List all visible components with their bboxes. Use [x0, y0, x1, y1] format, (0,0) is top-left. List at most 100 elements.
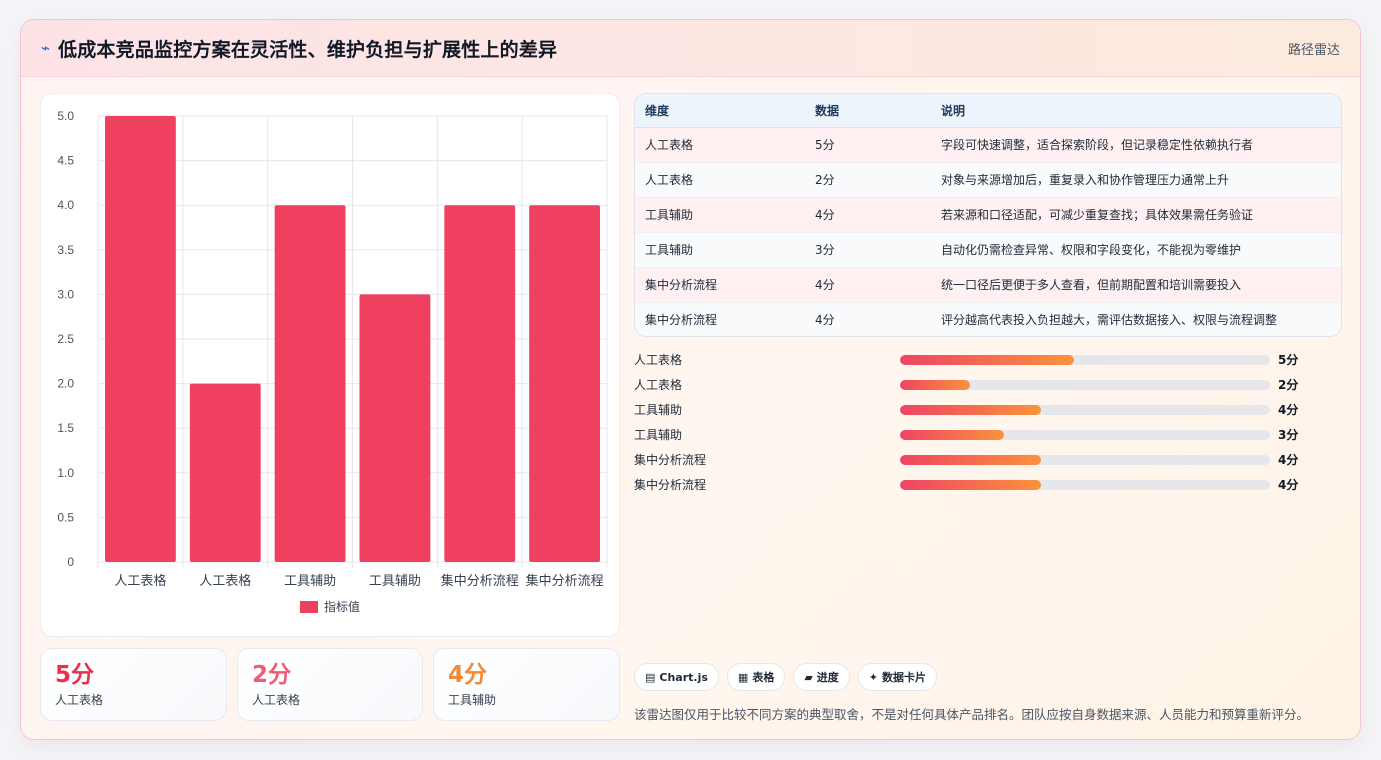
y-tick-label: 2.5 — [57, 332, 74, 346]
progress-fill — [900, 454, 1041, 465]
progress-value: 4分 — [1278, 453, 1299, 467]
progress-fill — [900, 379, 971, 390]
y-tick-label: 4.0 — [57, 198, 74, 212]
progress-value: 4分 — [1278, 478, 1299, 492]
chip-label: 表格 — [752, 671, 775, 684]
x-tick-label: 人工表格 — [114, 573, 166, 588]
bar — [444, 205, 516, 562]
table-row: 人工表格 2分 对象与来源增加后，重复录入和协作管理压力通常上升 — [635, 162, 1341, 198]
tech-chips: ▤ Chart.js ▦ 表格 ▰ 进度 ✦ 数据卡片 — [634, 663, 938, 691]
bar — [359, 294, 431, 562]
table-cell: 工具辅助 — [635, 232, 805, 268]
table-cell: 统一口径后更便于多人查看，但前期配置和培训需要投入 — [931, 267, 1341, 303]
y-tick-label: 1.0 — [57, 466, 74, 480]
x-tick-label: 集中分析流程 — [526, 573, 604, 588]
table-cell: 字段可快速调整，适合探索阶段，但记录稳定性依赖执行者 — [931, 127, 1341, 163]
y-tick-label: 0.5 — [57, 510, 74, 524]
table-cell: 5分 — [805, 127, 931, 163]
progress-fill — [900, 429, 1004, 440]
legend-label: 指标值 — [324, 599, 360, 614]
table-cell: 评分越高代表投入负担越大，需评估数据接入、权限与流程调整 — [941, 313, 1278, 328]
progress-label: 集中分析流程 — [634, 453, 707, 467]
table-cell: 对象与来源增加后，重复录入和协作管理压力通常上升 — [931, 162, 1341, 198]
bar-chart: 0 0.5 1.0 1.5 2.0 2.5 3.0 3.5 4.0 4.5 5.0 人工表格 人工表格 工… — [57, 109, 608, 614]
y-tick-label: 4.5 — [57, 154, 74, 168]
progress-value: 2分 — [1278, 378, 1299, 392]
table-row: 人工表格 5分 字段可快速调整，适合探索阶段，但记录稳定性依赖执行者 — [635, 127, 1341, 163]
x-tick-label: 工具辅助 — [284, 573, 336, 588]
x-tick-label: 工具辅助 — [369, 573, 421, 588]
table-row: 集中分析流程 4分 统一口径后更便于多人查看，但前期配置和培训需要投入 — [635, 267, 1341, 303]
chip-progress[interactable]: ▰ 进度 — [793, 663, 850, 691]
progress-value: 4分 — [1278, 403, 1299, 417]
table-cell: 人工表格 — [635, 127, 805, 163]
stat-label: 人工表格 — [55, 693, 104, 707]
data-table: 维度 数据 说明 人工表格 5分 字段可快速调整，适合探索阶段，但记录稳定性依赖… — [634, 93, 1342, 337]
progress-label: 工具辅助 — [634, 428, 683, 442]
table-row: 工具辅助 4分 若来源和口径适配，可减少重复查找；具体效果需任务验证 — [635, 197, 1341, 233]
table-cell: 4分 — [805, 267, 931, 303]
column-header: 维度 — [635, 94, 805, 128]
legend-swatch — [300, 601, 318, 613]
progress-fill — [900, 354, 1074, 365]
table-header-row: 维度 数据 说明 — [635, 94, 1341, 128]
stat-value: 2分 — [252, 662, 292, 688]
chip-chartjs[interactable]: ▤ Chart.js — [634, 663, 719, 691]
stat-card-1: 5分 人工表格 — [40, 648, 227, 721]
bar — [274, 205, 346, 562]
table-cell: 4分 — [815, 313, 835, 328]
stat-value: 4分 — [448, 662, 488, 688]
progress-fill — [900, 404, 1041, 415]
progress-row: 集中分析流程 4分 — [634, 472, 1334, 497]
progress-track — [900, 404, 1270, 415]
path-radar-tag[interactable]: 路径雷达 — [1287, 42, 1340, 58]
page-title: 低成本竞品监控方案在灵活性、维护负担与扩展性上的差异 — [58, 38, 558, 61]
footnote: 该雷达图仅用于比较不同方案的典型取舍，不是对任何具体产品排名。团队应按自身数据来… — [634, 707, 1310, 722]
table-cell: 3分 — [805, 232, 931, 268]
chip-data-card[interactable]: ✦ 数据卡片 — [857, 663, 938, 691]
stat-card-2: 2分 人工表格 — [237, 648, 423, 721]
progress-row: 集中分析流程 4分 — [634, 447, 1334, 472]
chip-label: 进度 — [816, 671, 839, 684]
table-cell: 若来源和口径适配，可减少重复查找；具体效果需任务验证 — [931, 197, 1341, 233]
chip-label: Chart.js — [659, 670, 708, 684]
table-cell: 集中分析流程 — [635, 267, 805, 303]
bar — [529, 205, 600, 562]
y-tick-label: 3.0 — [57, 287, 74, 301]
x-tick-label: 人工表格 — [199, 573, 251, 588]
table-cell: 工具辅助 — [635, 197, 805, 233]
column-header: 说明 — [931, 94, 1341, 128]
radar-icon: ⌁ — [41, 39, 51, 57]
table-cell: 2分 — [805, 162, 931, 198]
progress-track — [900, 429, 1270, 440]
table-icon: ▦ — [737, 670, 749, 684]
table-row: 工具辅助 3分 自动化仍需检查异常、权限和字段变化，不能视为零维护 — [635, 232, 1341, 268]
progress-label: 工具辅助 — [634, 403, 683, 417]
y-tick-label: 3.5 — [57, 243, 74, 257]
main-card: ⌁ 低成本竞品监控方案在灵活性、维护负担与扩展性上的差异 路径雷达 0 0.5 1.… — [20, 19, 1361, 740]
chip-table[interactable]: ▦ 表格 — [726, 663, 786, 691]
sparkle-icon: ✦ — [868, 670, 879, 684]
stat-label: 工具辅助 — [448, 693, 497, 707]
bar-chart-panel: 0 0.5 1.0 1.5 2.0 2.5 3.0 3.5 4.0 4.5 5.0 人工表格 人工表格 工… — [40, 93, 620, 637]
table-cell: 人工表格 — [635, 162, 805, 198]
chip-label: 数据卡片 — [882, 671, 927, 684]
column-header: 数据 — [805, 94, 931, 128]
stat-card-3: 4分 工具辅助 — [433, 648, 620, 721]
progress-list: 人工表格 5分 人工表格 2分 工具辅助 4分 工具辅助 3分 集中分析流程 4分 集中分析流程 4分 — [634, 347, 1334, 497]
bar — [105, 116, 176, 562]
bar — [189, 383, 261, 562]
x-tick-label: 集中分析流程 — [441, 573, 519, 588]
header: ⌁ 低成本竞品监控方案在灵活性、维护负担与扩展性上的差异 路径雷达 — [21, 20, 1360, 77]
stat-label: 人工表格 — [252, 693, 301, 707]
progress-label: 集中分析流程 — [634, 478, 707, 492]
progress-label: 人工表格 — [634, 378, 683, 392]
table-cell: 自动化仍需检查异常、权限和字段变化，不能视为零维护 — [931, 232, 1341, 268]
progress-track — [900, 354, 1270, 365]
y-tick-label: 5.0 — [57, 109, 74, 123]
progress-label: 人工表格 — [634, 353, 683, 367]
table-cell: 4分 — [805, 197, 931, 233]
y-tick-label: 0 — [67, 555, 74, 569]
table-cell: 集中分析流程 — [645, 313, 718, 328]
progress-track — [900, 379, 1270, 390]
